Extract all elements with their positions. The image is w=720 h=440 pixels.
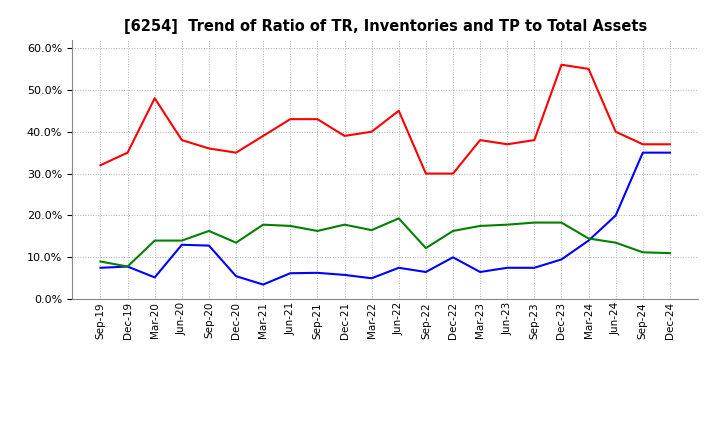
Trade Payables (449, 228, 457, 234)
Trade Payables (530, 220, 539, 225)
Inventories (449, 255, 457, 260)
Trade Receivables (232, 150, 240, 155)
Inventories (639, 150, 647, 155)
Inventories (530, 265, 539, 271)
Trade Payables (341, 222, 349, 227)
Line: Inventories: Inventories (101, 153, 670, 285)
Inventories (204, 243, 213, 248)
Trade Receivables (150, 95, 159, 101)
Inventories (476, 269, 485, 275)
Inventories (665, 150, 674, 155)
Inventories (557, 257, 566, 262)
Trade Payables (395, 216, 403, 221)
Trade Payables (259, 222, 268, 227)
Trade Receivables (286, 117, 294, 122)
Trade Receivables (665, 142, 674, 147)
Line: Trade Receivables: Trade Receivables (101, 65, 670, 174)
Trade Receivables (476, 137, 485, 143)
Inventories (313, 270, 322, 275)
Title: [6254]  Trend of Ratio of TR, Inventories and TP to Total Assets: [6254] Trend of Ratio of TR, Inventories… (124, 19, 647, 34)
Inventories (123, 264, 132, 269)
Trade Receivables (611, 129, 620, 134)
Trade Receivables (503, 142, 511, 147)
Trade Payables (204, 228, 213, 234)
Trade Receivables (313, 117, 322, 122)
Trade Payables (503, 222, 511, 227)
Trade Payables (232, 240, 240, 246)
Inventories (584, 238, 593, 243)
Inventories (286, 271, 294, 276)
Trade Receivables (530, 137, 539, 143)
Inventories (259, 282, 268, 287)
Trade Receivables (259, 133, 268, 139)
Trade Payables (286, 223, 294, 228)
Trade Payables (96, 259, 105, 264)
Trade Receivables (341, 133, 349, 139)
Inventories (367, 275, 376, 281)
Trade Payables (584, 236, 593, 241)
Inventories (611, 213, 620, 218)
Trade Payables (557, 220, 566, 225)
Inventories (232, 274, 240, 279)
Trade Receivables (395, 108, 403, 114)
Trade Payables (476, 223, 485, 228)
Trade Receivables (178, 137, 186, 143)
Inventories (341, 272, 349, 278)
Trade Payables (123, 264, 132, 269)
Trade Receivables (421, 171, 430, 176)
Trade Receivables (449, 171, 457, 176)
Trade Payables (178, 238, 186, 243)
Inventories (96, 265, 105, 271)
Inventories (421, 269, 430, 275)
Trade Payables (367, 227, 376, 233)
Trade Receivables (123, 150, 132, 155)
Trade Receivables (96, 162, 105, 168)
Inventories (178, 242, 186, 247)
Inventories (503, 265, 511, 271)
Inventories (395, 265, 403, 271)
Line: Trade Payables: Trade Payables (101, 218, 670, 267)
Trade Payables (665, 250, 674, 256)
Trade Receivables (557, 62, 566, 67)
Trade Payables (313, 228, 322, 234)
Trade Receivables (584, 66, 593, 72)
Trade Payables (150, 238, 159, 243)
Trade Payables (611, 240, 620, 246)
Trade Receivables (639, 142, 647, 147)
Trade Payables (639, 249, 647, 255)
Inventories (150, 275, 159, 280)
Trade Payables (421, 246, 430, 251)
Trade Receivables (367, 129, 376, 134)
Trade Receivables (204, 146, 213, 151)
